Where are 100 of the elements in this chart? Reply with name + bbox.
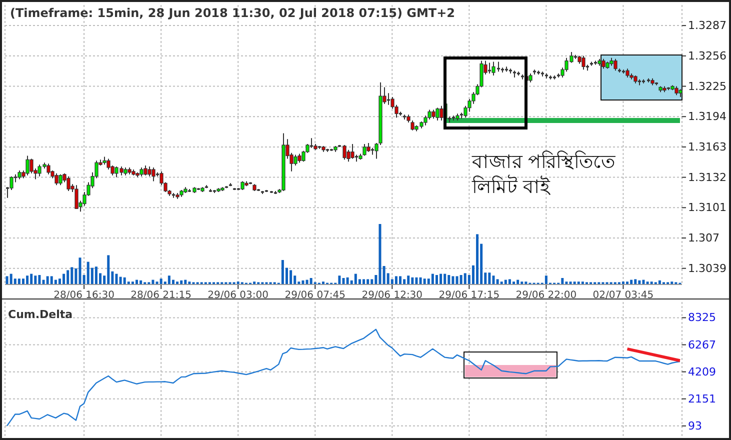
candlestick xyxy=(54,172,58,186)
bar xyxy=(310,278,312,284)
bar xyxy=(66,270,70,284)
bar xyxy=(544,276,548,284)
candlestick xyxy=(362,144,366,156)
y-tick-label: 1.3163 xyxy=(688,140,726,154)
bar xyxy=(378,224,382,284)
bar xyxy=(411,277,414,284)
bar xyxy=(464,273,466,284)
y-tick-label: 1.3132 xyxy=(688,170,726,184)
bar xyxy=(50,276,53,284)
bar xyxy=(140,280,142,284)
bar xyxy=(630,280,633,284)
bar xyxy=(302,280,304,284)
bar xyxy=(172,280,174,284)
x-tick-label: 29/06 12:30 xyxy=(362,290,423,301)
y-tick-label: 1.3194 xyxy=(688,110,726,124)
bar xyxy=(370,279,374,284)
bar xyxy=(508,279,511,284)
bar xyxy=(6,276,8,284)
bar xyxy=(70,267,74,284)
bar xyxy=(362,279,366,284)
x-tick-label: 28/06 16:30 xyxy=(54,290,114,301)
bar xyxy=(30,274,33,284)
y-tick-label: 2151 xyxy=(688,392,716,406)
candlestick xyxy=(74,184,78,210)
bar xyxy=(38,275,41,284)
x-tick-label: 02/07 03:45 xyxy=(592,290,654,301)
bar xyxy=(306,280,308,284)
candlestick xyxy=(440,105,444,122)
line-series xyxy=(6,328,681,426)
bar xyxy=(354,274,357,284)
bar xyxy=(382,266,386,284)
y-tick-label: 1.3101 xyxy=(688,201,726,214)
bar xyxy=(440,274,442,284)
bar xyxy=(180,280,183,284)
bar xyxy=(54,280,57,284)
bar xyxy=(18,278,20,284)
bar xyxy=(342,278,345,284)
candlestick xyxy=(350,144,354,160)
bar xyxy=(123,277,126,284)
bar xyxy=(115,274,118,284)
annotation: লিমিট বাই xyxy=(471,175,552,198)
y-tick-label: 8325 xyxy=(688,311,716,324)
bar xyxy=(452,276,454,284)
y-tick-label: 1.3256 xyxy=(688,49,726,62)
bar xyxy=(160,278,162,284)
bar xyxy=(152,280,154,284)
candlestick xyxy=(144,165,148,176)
bar xyxy=(42,280,45,284)
bar xyxy=(419,277,422,284)
bar xyxy=(456,276,458,284)
bar xyxy=(78,258,82,284)
bar xyxy=(281,260,284,284)
bar xyxy=(415,277,418,284)
candlestick xyxy=(58,174,62,186)
bar xyxy=(476,234,479,284)
bar xyxy=(634,279,637,284)
y-tick-label: 1.3287 xyxy=(688,19,726,32)
x-tick-label: 29/06 22:00 xyxy=(516,290,577,301)
bar xyxy=(290,270,292,284)
bar xyxy=(399,276,402,284)
bar xyxy=(431,274,434,284)
bar xyxy=(488,272,491,284)
bar xyxy=(107,255,110,284)
y-tick-label: 6267 xyxy=(688,338,716,352)
bar xyxy=(346,277,349,284)
bar xyxy=(516,280,520,284)
x-tick-label: 29/06 03:00 xyxy=(208,290,269,301)
x-tick-label: 29/06 07:45 xyxy=(284,290,346,301)
candlestick xyxy=(436,107,440,122)
candlestick xyxy=(152,167,156,182)
bar xyxy=(403,279,406,284)
bar xyxy=(119,276,122,284)
bar xyxy=(561,278,564,284)
bar xyxy=(26,276,29,284)
candlestick xyxy=(148,166,152,177)
bar xyxy=(168,276,170,284)
candlestick xyxy=(26,155,30,176)
bar xyxy=(435,275,438,284)
y-tick-label: 93 xyxy=(688,419,702,432)
candlestick xyxy=(602,58,606,70)
bar xyxy=(394,276,398,284)
y-tick-label: 4209 xyxy=(688,365,716,378)
bar xyxy=(34,276,37,284)
bar xyxy=(658,280,661,284)
bar xyxy=(504,280,507,284)
candlestick xyxy=(582,55,586,70)
y-tick-label: 1.3225 xyxy=(688,80,726,93)
bar xyxy=(46,276,49,284)
bar xyxy=(423,278,426,284)
candlestick xyxy=(46,163,50,175)
bar xyxy=(448,275,450,284)
candlestick xyxy=(614,58,618,72)
bar xyxy=(638,280,641,284)
bar xyxy=(496,279,499,284)
bar xyxy=(492,276,495,284)
bar xyxy=(136,280,138,284)
bar xyxy=(62,274,66,284)
bar xyxy=(642,280,645,284)
